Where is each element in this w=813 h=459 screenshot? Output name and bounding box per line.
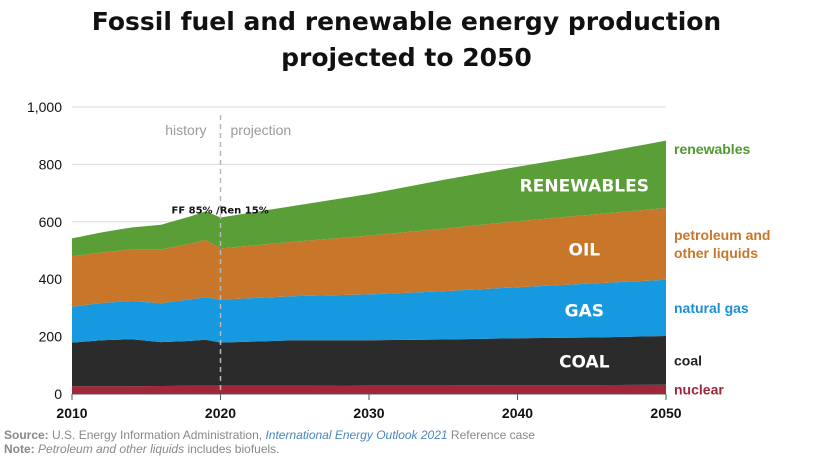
note-italic: Petroleum and other liquids: [38, 442, 185, 456]
y-tick-label-600: 600: [39, 214, 63, 230]
x-tick-label-2020: 2020: [205, 405, 236, 421]
source-line: Source: U.S. Energy Information Administ…: [4, 428, 535, 442]
chart-title-line-2: projected to 2050: [281, 43, 532, 72]
y-tick-label-1000: 1,000: [27, 99, 62, 115]
note-line: Note: Petroleum and other liquids includ…: [4, 442, 535, 456]
x-tick-label-2050: 2050: [650, 405, 681, 421]
footer: Source: U.S. Energy Information Administ…: [4, 428, 535, 456]
legend-label-renewables: renewables: [674, 141, 750, 157]
area-petroleum-and: [72, 208, 666, 307]
source-tail: Reference case: [447, 428, 535, 442]
x-tick-label-2010: 2010: [56, 405, 87, 421]
phase-label-history: history: [165, 122, 206, 138]
source-publication: International Energy Outlook 2021: [265, 428, 448, 442]
legend-label-line-petroleum-and-1: other liquids: [674, 245, 758, 261]
legend-label-natural-gas: natural gas: [674, 300, 749, 316]
legend-label-line-petroleum-and-0: petroleum and: [674, 227, 770, 243]
chart-title: Fossil fuel and renewable energy product…: [0, 4, 813, 76]
y-tick-label-800: 800: [39, 156, 63, 172]
legend-label-line-nuclear-0: nuclear: [674, 381, 724, 397]
note-tail: includes biofuels.: [184, 442, 280, 456]
y-tick-label-0: 0: [54, 386, 62, 402]
source-label: Source:: [4, 428, 49, 442]
annotation-ff-ren: FF 85% /Ren 15%: [171, 205, 268, 216]
phase-label-projection: projection: [231, 122, 292, 138]
in-area-label-petroleum-and: OIL: [569, 241, 601, 261]
legend-label-coal: coal: [674, 352, 702, 368]
x-tick-label-2030: 2030: [353, 405, 384, 421]
axes: 0 200 400 600 800 1,000 2010 2020 2030 2040 2050: [27, 99, 682, 421]
area-coal: [72, 336, 666, 387]
note-label: Note:: [4, 442, 35, 456]
source-text: U.S. Energy Information Administration,: [48, 428, 266, 442]
legend-label-line-natural-gas-0: natural gas: [674, 300, 749, 316]
in-area-label-renewables: RENEWABLES: [520, 176, 649, 196]
legend-label-line-renewables-0: renewables: [674, 141, 750, 157]
x-tick-label-2040: 2040: [502, 405, 533, 421]
y-tick-label-200: 200: [39, 329, 63, 345]
series-labels: history projection FF 85% /Ren 15% nuclear C…: [165, 122, 770, 397]
in-area-label-natural-gas: GAS: [565, 302, 604, 322]
legend-label-nuclear: nuclear: [674, 381, 724, 397]
chart-title-line-1: Fossil fuel and renewable energy product…: [91, 7, 722, 36]
legend-label-petroleum-and: petroleum and other liquids: [674, 227, 770, 261]
area-nuclear: [72, 384, 666, 394]
legend-label-line-coal-0: coal: [674, 352, 702, 368]
in-area-label-coal: COAL: [559, 352, 610, 372]
y-tick-label-400: 400: [39, 271, 63, 287]
